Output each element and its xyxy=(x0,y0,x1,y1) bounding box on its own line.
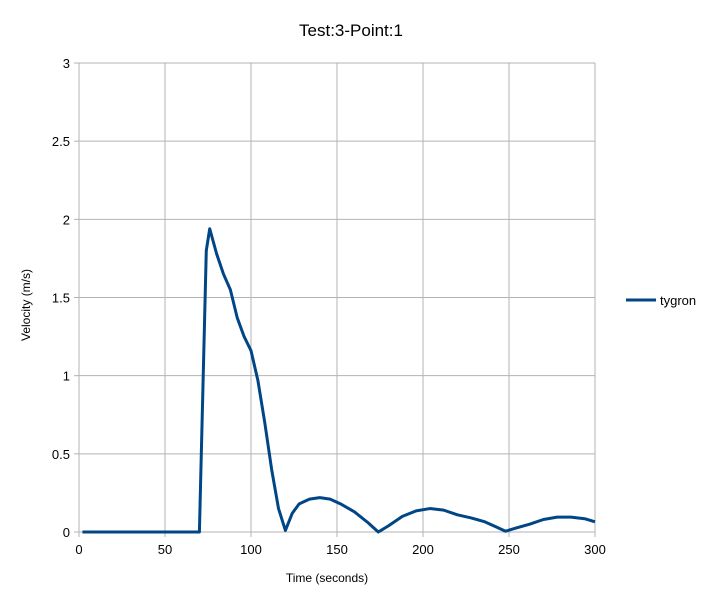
y-tick-label: 1.5 xyxy=(52,291,70,306)
x-tick-label: 0 xyxy=(75,542,82,557)
x-tick-label: 150 xyxy=(326,542,348,557)
y-tick-label: 1 xyxy=(63,369,70,384)
x-tick-label: 250 xyxy=(498,542,520,557)
x-tick-label: 50 xyxy=(158,542,172,557)
x-tick-label: 100 xyxy=(240,542,262,557)
x-tick-label: 200 xyxy=(412,542,434,557)
data-line xyxy=(82,227,596,534)
chart-title: Test:3-Point:1 xyxy=(299,21,403,40)
x-tick-label: 300 xyxy=(584,542,606,557)
y-tick-label: 2 xyxy=(63,212,70,227)
y-tick-label: 0 xyxy=(63,525,70,540)
y-tick-label: 3 xyxy=(63,56,70,71)
y-axis-label: Velocity (m/s) xyxy=(19,269,33,341)
legend-label: tygron xyxy=(660,293,696,308)
y-tick-label: 0.5 xyxy=(52,447,70,462)
y-tick-label: 2.5 xyxy=(52,134,70,149)
x-axis-label: Time (seconds) xyxy=(286,571,368,585)
